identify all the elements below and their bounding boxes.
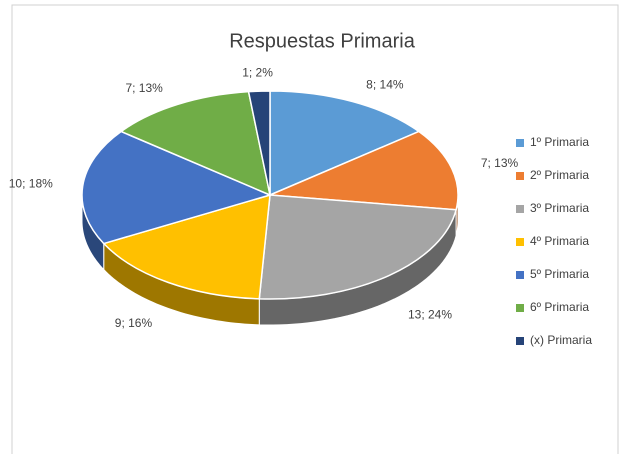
pie-slice bbox=[269, 130, 459, 211]
chart-title: Respuestas Primaria bbox=[229, 30, 416, 52]
legend-label: 1º Primaria bbox=[530, 135, 589, 149]
data-label: 10; 18% bbox=[9, 177, 53, 191]
data-label: 8; 14% bbox=[366, 78, 404, 92]
legend-swatch bbox=[516, 139, 524, 147]
data-label: 13; 24% bbox=[408, 308, 452, 322]
pie-slice bbox=[247, 90, 271, 196]
pie-slice bbox=[258, 194, 458, 300]
legend-swatch bbox=[516, 238, 524, 246]
legend-swatch bbox=[516, 304, 524, 312]
legend-label: 2º Primaria bbox=[530, 168, 589, 182]
legend-label: 6º Primaria bbox=[530, 300, 589, 314]
data-label: 1; 2% bbox=[242, 65, 273, 79]
legend-swatch bbox=[516, 337, 524, 345]
pie-slice bbox=[269, 90, 421, 197]
legend-swatch bbox=[516, 172, 524, 180]
pie-slice bbox=[119, 90, 272, 197]
legend-label: (x) Primaria bbox=[530, 333, 592, 347]
legend-swatch bbox=[516, 205, 524, 213]
legend-label: 3º Primaria bbox=[530, 201, 589, 215]
data-label: 7; 13% bbox=[481, 156, 519, 170]
data-label: 7; 13% bbox=[125, 81, 163, 95]
pie-slice bbox=[81, 130, 273, 245]
legend-label: 5º Primaria bbox=[530, 267, 589, 281]
legend-swatch bbox=[516, 271, 524, 279]
pie-slice bbox=[102, 193, 271, 300]
legend-label: 4º Primaria bbox=[530, 234, 589, 248]
data-label: 9; 16% bbox=[115, 316, 153, 330]
